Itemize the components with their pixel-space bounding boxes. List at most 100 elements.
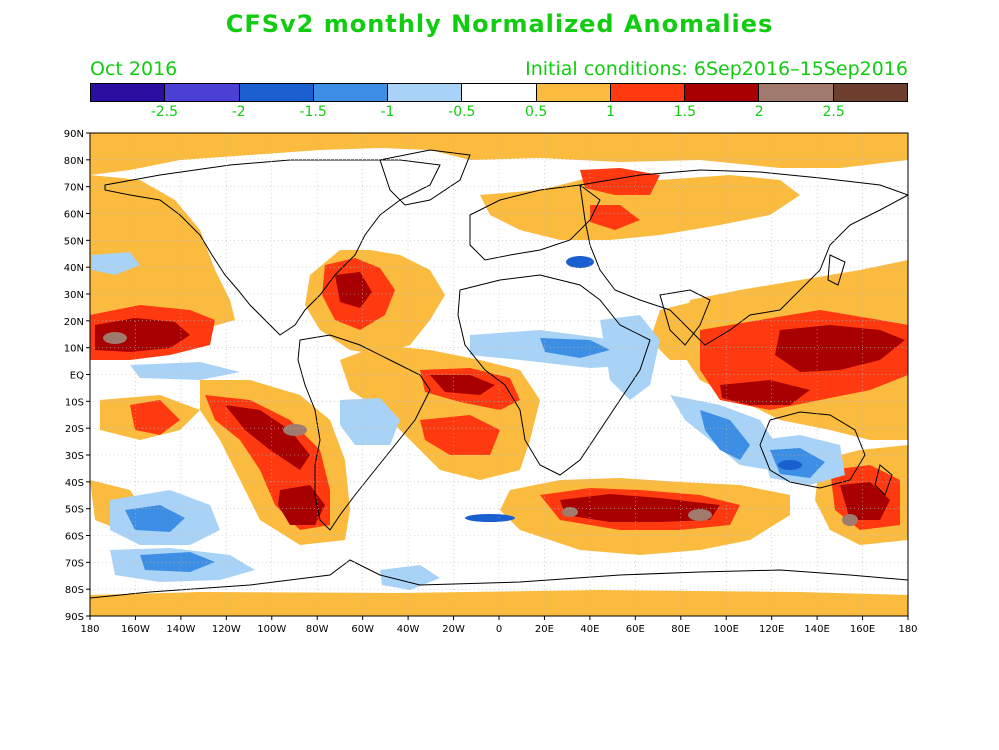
south-polar-band bbox=[90, 590, 908, 616]
legend-swatch bbox=[833, 84, 907, 101]
y-axis-label: 10N bbox=[64, 344, 84, 355]
y-axis-label: 20S bbox=[65, 424, 84, 435]
anomaly-level-2.5 bbox=[103, 332, 858, 526]
south-pacific-cold-band bbox=[140, 552, 215, 572]
y-axis-label: 90N bbox=[64, 129, 84, 140]
x-axis-label: 80E bbox=[671, 624, 690, 635]
y-axis-labels: 90N 80N 70N 60N 50N 40N 30N 20N 10N EQ 10S 20S 30S 40… bbox=[64, 129, 84, 623]
indian-south-peak-1 bbox=[562, 507, 578, 517]
x-axis-label: 100E bbox=[714, 624, 739, 635]
x-axis-label: 160W bbox=[121, 624, 150, 635]
legend-label: -0.5 bbox=[448, 104, 476, 120]
legend-label: 1.5 bbox=[673, 104, 697, 120]
y-axis-label: 80N bbox=[64, 156, 84, 167]
indian-south-peak-2 bbox=[688, 509, 712, 521]
y-axis-label: 80S bbox=[65, 585, 84, 596]
y-axis-label: 90S bbox=[65, 612, 84, 623]
south-pacific-spot bbox=[130, 400, 180, 435]
sw-pacific-cold bbox=[125, 505, 185, 532]
tasman-peak bbox=[842, 514, 858, 526]
sep-max-2 bbox=[278, 485, 325, 525]
sep-peak bbox=[283, 424, 307, 436]
x-axis-label: 60E bbox=[626, 624, 645, 635]
y-axis-label: 10S bbox=[65, 397, 84, 408]
new-zealand-outline bbox=[874, 464, 893, 496]
y-axis-label: 70S bbox=[65, 558, 84, 569]
south-america-east-cool bbox=[340, 398, 400, 445]
initial-conditions: Initial conditions: 6Sep2016–15Sep2016 bbox=[525, 58, 908, 80]
map-area bbox=[90, 133, 908, 616]
x-axis-label: 120W bbox=[212, 624, 241, 635]
y-axis-label: 70N bbox=[64, 183, 84, 194]
legend-swatch bbox=[610, 84, 686, 101]
ne-pacific-peak bbox=[103, 332, 127, 344]
legend-swatch bbox=[91, 84, 166, 101]
x-axis-label: 20E bbox=[535, 624, 554, 635]
asia-outline bbox=[579, 169, 908, 346]
legend-label: -1.5 bbox=[299, 104, 327, 120]
coastlines bbox=[90, 149, 908, 599]
indian-subcontinent-outline bbox=[659, 289, 711, 346]
x-axis-label: 20W bbox=[442, 624, 465, 635]
anomaly-level-2 bbox=[95, 272, 905, 525]
south-atlantic-cold bbox=[465, 514, 515, 522]
indonesia-max bbox=[720, 380, 810, 405]
south-pacific-cool-2 bbox=[380, 565, 440, 590]
legend-swatch bbox=[536, 84, 611, 101]
x-axis-label: 60W bbox=[351, 624, 374, 635]
y-axis-label: 30S bbox=[65, 451, 84, 462]
south-atlantic-hot bbox=[420, 415, 500, 455]
legend-label: 0.5 bbox=[525, 104, 548, 120]
east-africa-cool bbox=[600, 315, 660, 400]
y-axis-label: 40S bbox=[65, 478, 84, 489]
x-axis-label: 100W bbox=[257, 624, 286, 635]
japan-outline bbox=[827, 254, 846, 286]
x-axis-label: 180 bbox=[80, 624, 99, 635]
map-title: CFSv2 monthly Normalized Anomalies bbox=[225, 10, 774, 38]
forecast-month: Oct 2016 bbox=[90, 58, 178, 80]
y-axis-label: 50S bbox=[65, 505, 84, 516]
legend-swatch bbox=[239, 84, 314, 101]
x-axis-label: 160E bbox=[850, 624, 875, 635]
y-axis-label: 60S bbox=[65, 532, 84, 543]
eurasia-north bbox=[480, 175, 800, 240]
x-axis-label: 140E bbox=[804, 624, 829, 635]
legend-swatch bbox=[462, 84, 537, 101]
color-legend bbox=[90, 83, 908, 102]
europe-outline bbox=[469, 184, 601, 261]
north-pacific-cool bbox=[92, 252, 140, 275]
y-axis-label: 30N bbox=[64, 290, 84, 301]
west-pacific-max bbox=[775, 325, 905, 372]
x-axis-label: 120E bbox=[759, 624, 784, 635]
x-axis-label: 40W bbox=[397, 624, 420, 635]
black-sea-cold bbox=[566, 256, 594, 268]
y-axis-label: 20N bbox=[64, 317, 84, 328]
x-axis-label: 80W bbox=[306, 624, 329, 635]
y-axis-label: 40N bbox=[64, 263, 84, 274]
y-axis-label: 50N bbox=[64, 236, 84, 247]
australia-outline bbox=[759, 411, 866, 489]
tasman-max bbox=[840, 482, 890, 520]
africa-cold bbox=[540, 338, 610, 358]
greenland-outline bbox=[379, 149, 471, 206]
legend-swatch bbox=[388, 84, 463, 101]
x-axis-label: 40E bbox=[580, 624, 599, 635]
legend-label: 1 bbox=[606, 104, 615, 120]
south-america-outline bbox=[297, 334, 431, 531]
indian-south-max bbox=[560, 494, 720, 522]
axis-ticks bbox=[86, 132, 909, 620]
x-axis-label: 180 bbox=[898, 624, 917, 635]
legend-label: -2 bbox=[231, 104, 246, 120]
x-axis-labels: 180 160W 140W 120W 100W 80W 60W 40W 20W 0 20E 40E 60… bbox=[80, 624, 917, 635]
y-axis-label: EQ bbox=[70, 371, 84, 382]
x-axis-label: 0 bbox=[496, 624, 502, 635]
legend-swatch bbox=[165, 84, 240, 101]
gulf-guinea-max bbox=[430, 375, 495, 395]
legend-swatch bbox=[685, 84, 760, 101]
legend-label: -1 bbox=[380, 104, 395, 120]
legend-swatch bbox=[759, 84, 834, 101]
anomaly-level-neg1.5 bbox=[465, 256, 802, 522]
legend-label: 2.5 bbox=[822, 104, 845, 120]
antarctica-outline bbox=[90, 559, 908, 599]
